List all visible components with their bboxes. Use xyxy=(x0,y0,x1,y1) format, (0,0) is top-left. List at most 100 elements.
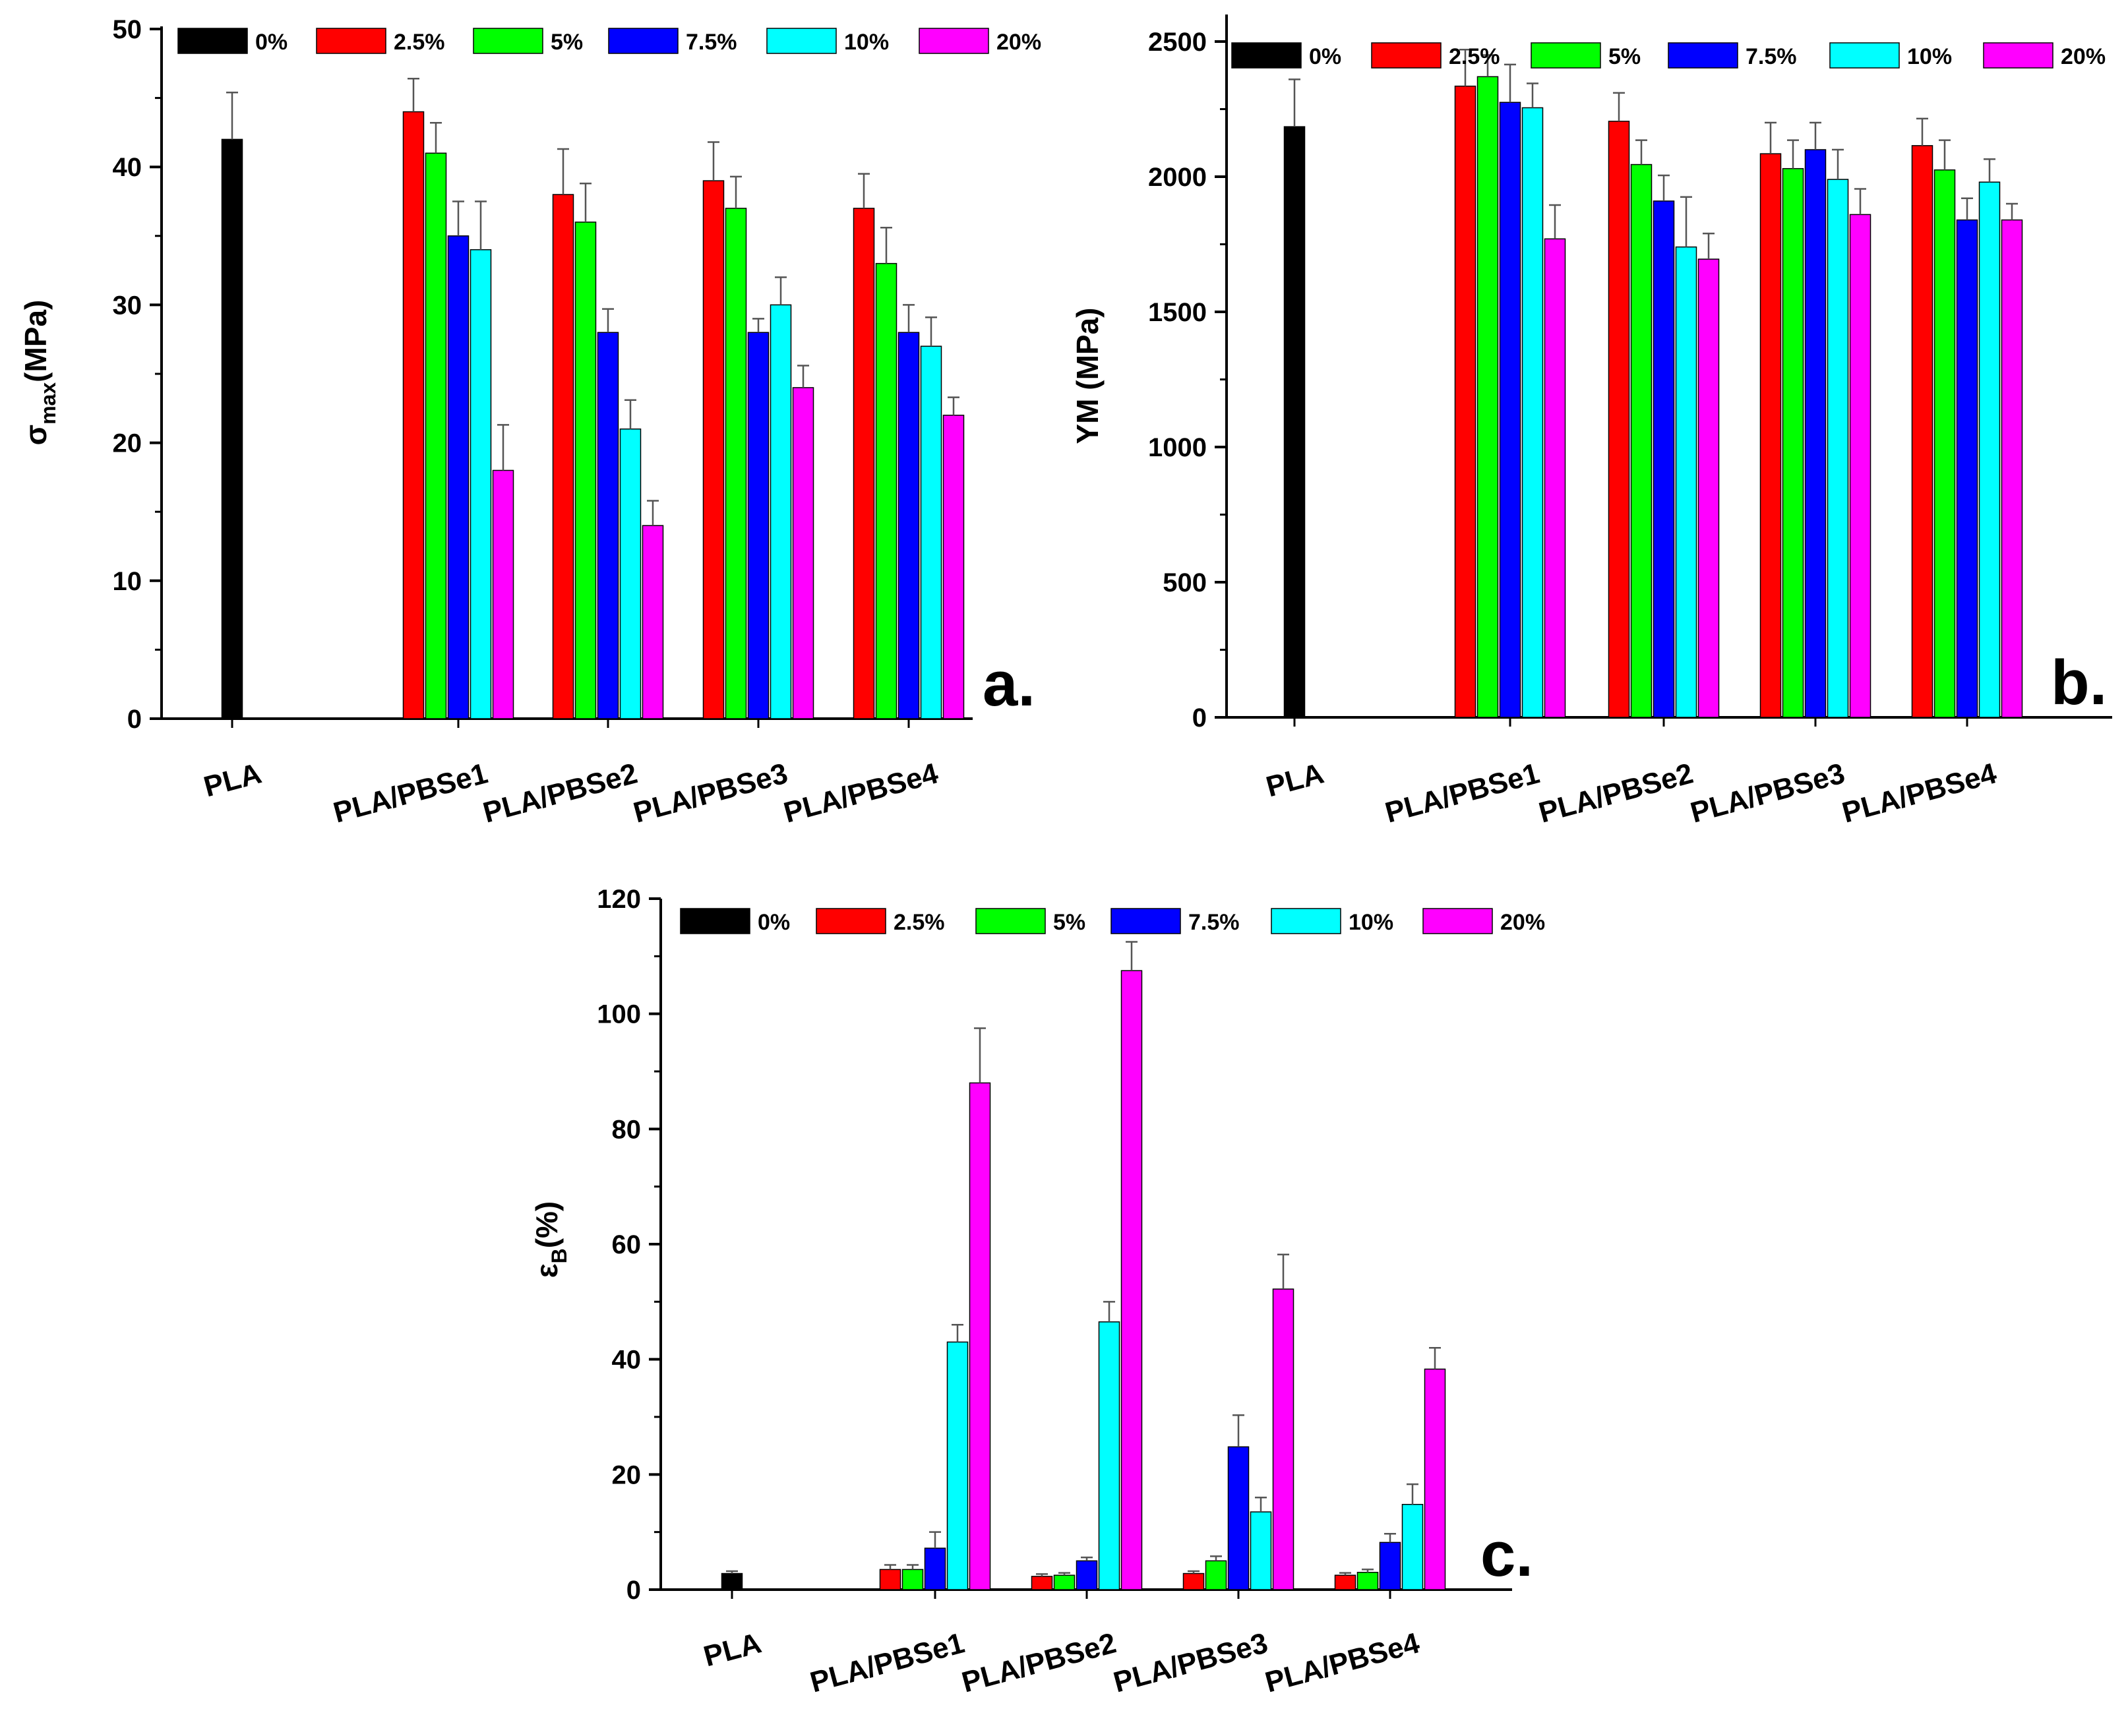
legend: 0% 2.5% 5% 7.5% 10% 20% xyxy=(177,28,1041,55)
bar xyxy=(1675,246,1697,718)
x-category-label: PLA/PBSe2 xyxy=(958,1627,1119,1698)
bar xyxy=(402,111,425,719)
legend-label: 2.5% xyxy=(894,910,945,935)
x-category-label: PLA/PBSe2 xyxy=(479,757,640,829)
x-category-label: PLA/PBSe1 xyxy=(806,1627,967,1698)
legend-label: 10% xyxy=(1349,910,1393,935)
bar xyxy=(853,208,875,719)
bar xyxy=(1120,970,1143,1590)
bar xyxy=(1827,179,1849,718)
bar xyxy=(924,1547,946,1590)
bar xyxy=(1476,76,1499,718)
bar xyxy=(1250,1511,1272,1590)
bar xyxy=(574,222,597,719)
y-axis-title-main: σ xyxy=(18,425,53,445)
legend: 0% 2.5% 5% 7.5% 10% 20% xyxy=(1231,42,2106,69)
legend-label: 20% xyxy=(2061,44,2106,69)
bar xyxy=(1911,145,1933,718)
y-axis-title: σmax(MPa) xyxy=(18,300,60,446)
legend-swatch xyxy=(1271,908,1341,934)
legend-label: 20% xyxy=(1500,910,1545,935)
legend-label: 10% xyxy=(844,30,889,55)
bar xyxy=(1978,181,2001,718)
y-tick-label: 2000 xyxy=(1148,163,1207,192)
bar xyxy=(969,1082,991,1590)
legend-label: 7.5% xyxy=(1746,44,1797,69)
legend-swatch xyxy=(1422,908,1493,934)
panel-label: c. xyxy=(1480,1519,1533,1590)
y-axis-title-subscript: B xyxy=(547,1248,571,1263)
bar xyxy=(1499,102,1521,718)
bar xyxy=(702,180,725,719)
x-category-label: PLA/PBSe1 xyxy=(330,757,491,829)
bar xyxy=(747,332,770,719)
y-tick-label: 40 xyxy=(612,1346,642,1375)
bar xyxy=(1182,1572,1205,1590)
bar xyxy=(1782,167,1804,718)
bars xyxy=(221,78,965,719)
bar xyxy=(1076,1560,1098,1590)
legend-label: 20% xyxy=(996,30,1041,55)
y-axis-title: YM (MPa) xyxy=(1070,308,1105,444)
x-category-label: PLA/PBSe3 xyxy=(1687,757,1848,829)
y-tick-label: 10 xyxy=(113,567,142,596)
bar xyxy=(1272,1288,1294,1590)
y-tick-label: 0 xyxy=(127,705,142,734)
bar xyxy=(1098,1321,1120,1590)
bar xyxy=(875,262,897,719)
y-tick-label: 0 xyxy=(626,1576,641,1605)
bar xyxy=(1804,149,1827,718)
y-axis-title: εB(%) xyxy=(530,1201,571,1278)
bars xyxy=(721,941,1446,1590)
y-axis-title-unit: (MPa) xyxy=(18,300,53,382)
bar xyxy=(792,387,814,719)
legend-label: 5% xyxy=(551,30,583,55)
x-category-label: PLA xyxy=(700,1627,765,1673)
bar xyxy=(221,138,243,719)
bar xyxy=(1205,1560,1227,1590)
y-tick-label: 500 xyxy=(1163,568,1207,597)
bar xyxy=(946,1341,969,1590)
bar xyxy=(879,1569,901,1590)
bar xyxy=(770,304,792,719)
legend-swatch xyxy=(608,28,679,54)
legend-label: 2.5% xyxy=(394,30,445,55)
x-category-label: PLA/PBSe1 xyxy=(1382,757,1542,829)
legend-swatch xyxy=(316,28,386,54)
legend-label: 10% xyxy=(1907,44,1952,69)
y-tick-label: 0 xyxy=(1192,703,1207,733)
y-tick-label: 1000 xyxy=(1148,433,1207,462)
legend-label: 5% xyxy=(1608,44,1641,69)
y-tick-label: 50 xyxy=(113,15,142,44)
y-tick-label: 120 xyxy=(597,885,641,914)
bar xyxy=(1356,1572,1379,1590)
y-tick-label: 20 xyxy=(612,1460,642,1489)
legend-label: 7.5% xyxy=(686,30,737,55)
bar xyxy=(721,1572,743,1590)
x-category-label: PLA/PBSe2 xyxy=(1535,757,1696,829)
legend-swatch xyxy=(680,908,750,934)
y-tick-labels: 0 500 1000 1500 2000 2500 xyxy=(1148,28,1207,733)
bar xyxy=(1379,1541,1401,1590)
y-tick-labels: 0 10 20 30 40 50 xyxy=(113,15,142,734)
bar xyxy=(1227,1446,1250,1590)
bar xyxy=(1521,107,1544,718)
legend-swatch xyxy=(1531,42,1601,69)
legend-swatch xyxy=(1829,42,1900,69)
y-tick-label: 2500 xyxy=(1148,28,1207,57)
bar xyxy=(1401,1503,1424,1590)
x-category-label: PLA xyxy=(1263,757,1327,803)
bar xyxy=(1956,219,1978,718)
legend-swatch xyxy=(766,28,837,54)
y-axis-title-main: ε xyxy=(530,1263,564,1278)
legend-swatch xyxy=(1231,42,1302,69)
legend-label: 5% xyxy=(1053,910,1085,935)
y-axis-title-main: YM (MPa) xyxy=(1070,308,1105,444)
x-category-label: PLA/PBSe3 xyxy=(630,757,791,829)
bar xyxy=(920,345,942,719)
y-axis-title-unit: (%) xyxy=(530,1201,564,1249)
bar xyxy=(619,428,642,719)
